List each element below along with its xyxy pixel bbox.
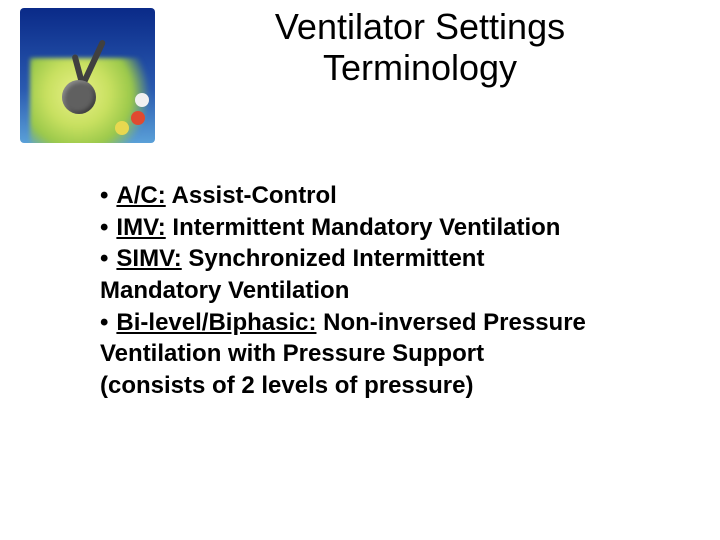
list-item: • A/C: Assist-Control — [100, 180, 660, 212]
def-bilevel-c: (consists of 2 levels of pressure) — [100, 372, 473, 399]
bullet-char: • — [100, 214, 108, 241]
bullet-char: • — [100, 182, 108, 209]
def-bilevel-a: Non-inversed Pressure — [316, 309, 585, 336]
title-line-1: Ventilator Settings — [190, 6, 650, 47]
term-imv: IMV: — [116, 214, 165, 241]
bullet-char: • — [100, 245, 108, 272]
def-simv-a: Synchronized Intermittent — [182, 245, 485, 272]
term-bilevel: Bi-level/Biphasic: — [116, 309, 316, 336]
term-ac: A/C: — [116, 182, 165, 209]
def-simv-b: Mandatory Ventilation — [100, 277, 349, 304]
bullet-list: • A/C: Assist-Control • IMV: Intermittent … — [100, 180, 660, 402]
def-ac: Assist-Control — [166, 182, 337, 209]
bullet-char: • — [100, 309, 108, 336]
decorative-stethoscope-image — [20, 8, 155, 143]
slide-title: Ventilator Settings Terminology — [190, 6, 650, 89]
list-item: • SIMV: Synchronized Intermittent — [100, 243, 660, 275]
title-line-2: Terminology — [190, 47, 650, 88]
list-item: • Bi-level/Biphasic: Non-inversed Pressur… — [100, 307, 660, 339]
list-item-continuation: (consists of 2 levels of pressure) — [100, 370, 660, 402]
term-simv: SIMV: — [116, 245, 181, 272]
list-item-continuation: Ventilation with Pressure Support — [100, 338, 660, 370]
def-imv: Intermittent Mandatory Ventilation — [166, 214, 561, 241]
list-item: • IMV: Intermittent Mandatory Ventilation — [100, 212, 660, 244]
list-item-continuation: Mandatory Ventilation — [100, 275, 660, 307]
def-bilevel-b: Ventilation with Pressure Support — [100, 340, 484, 367]
